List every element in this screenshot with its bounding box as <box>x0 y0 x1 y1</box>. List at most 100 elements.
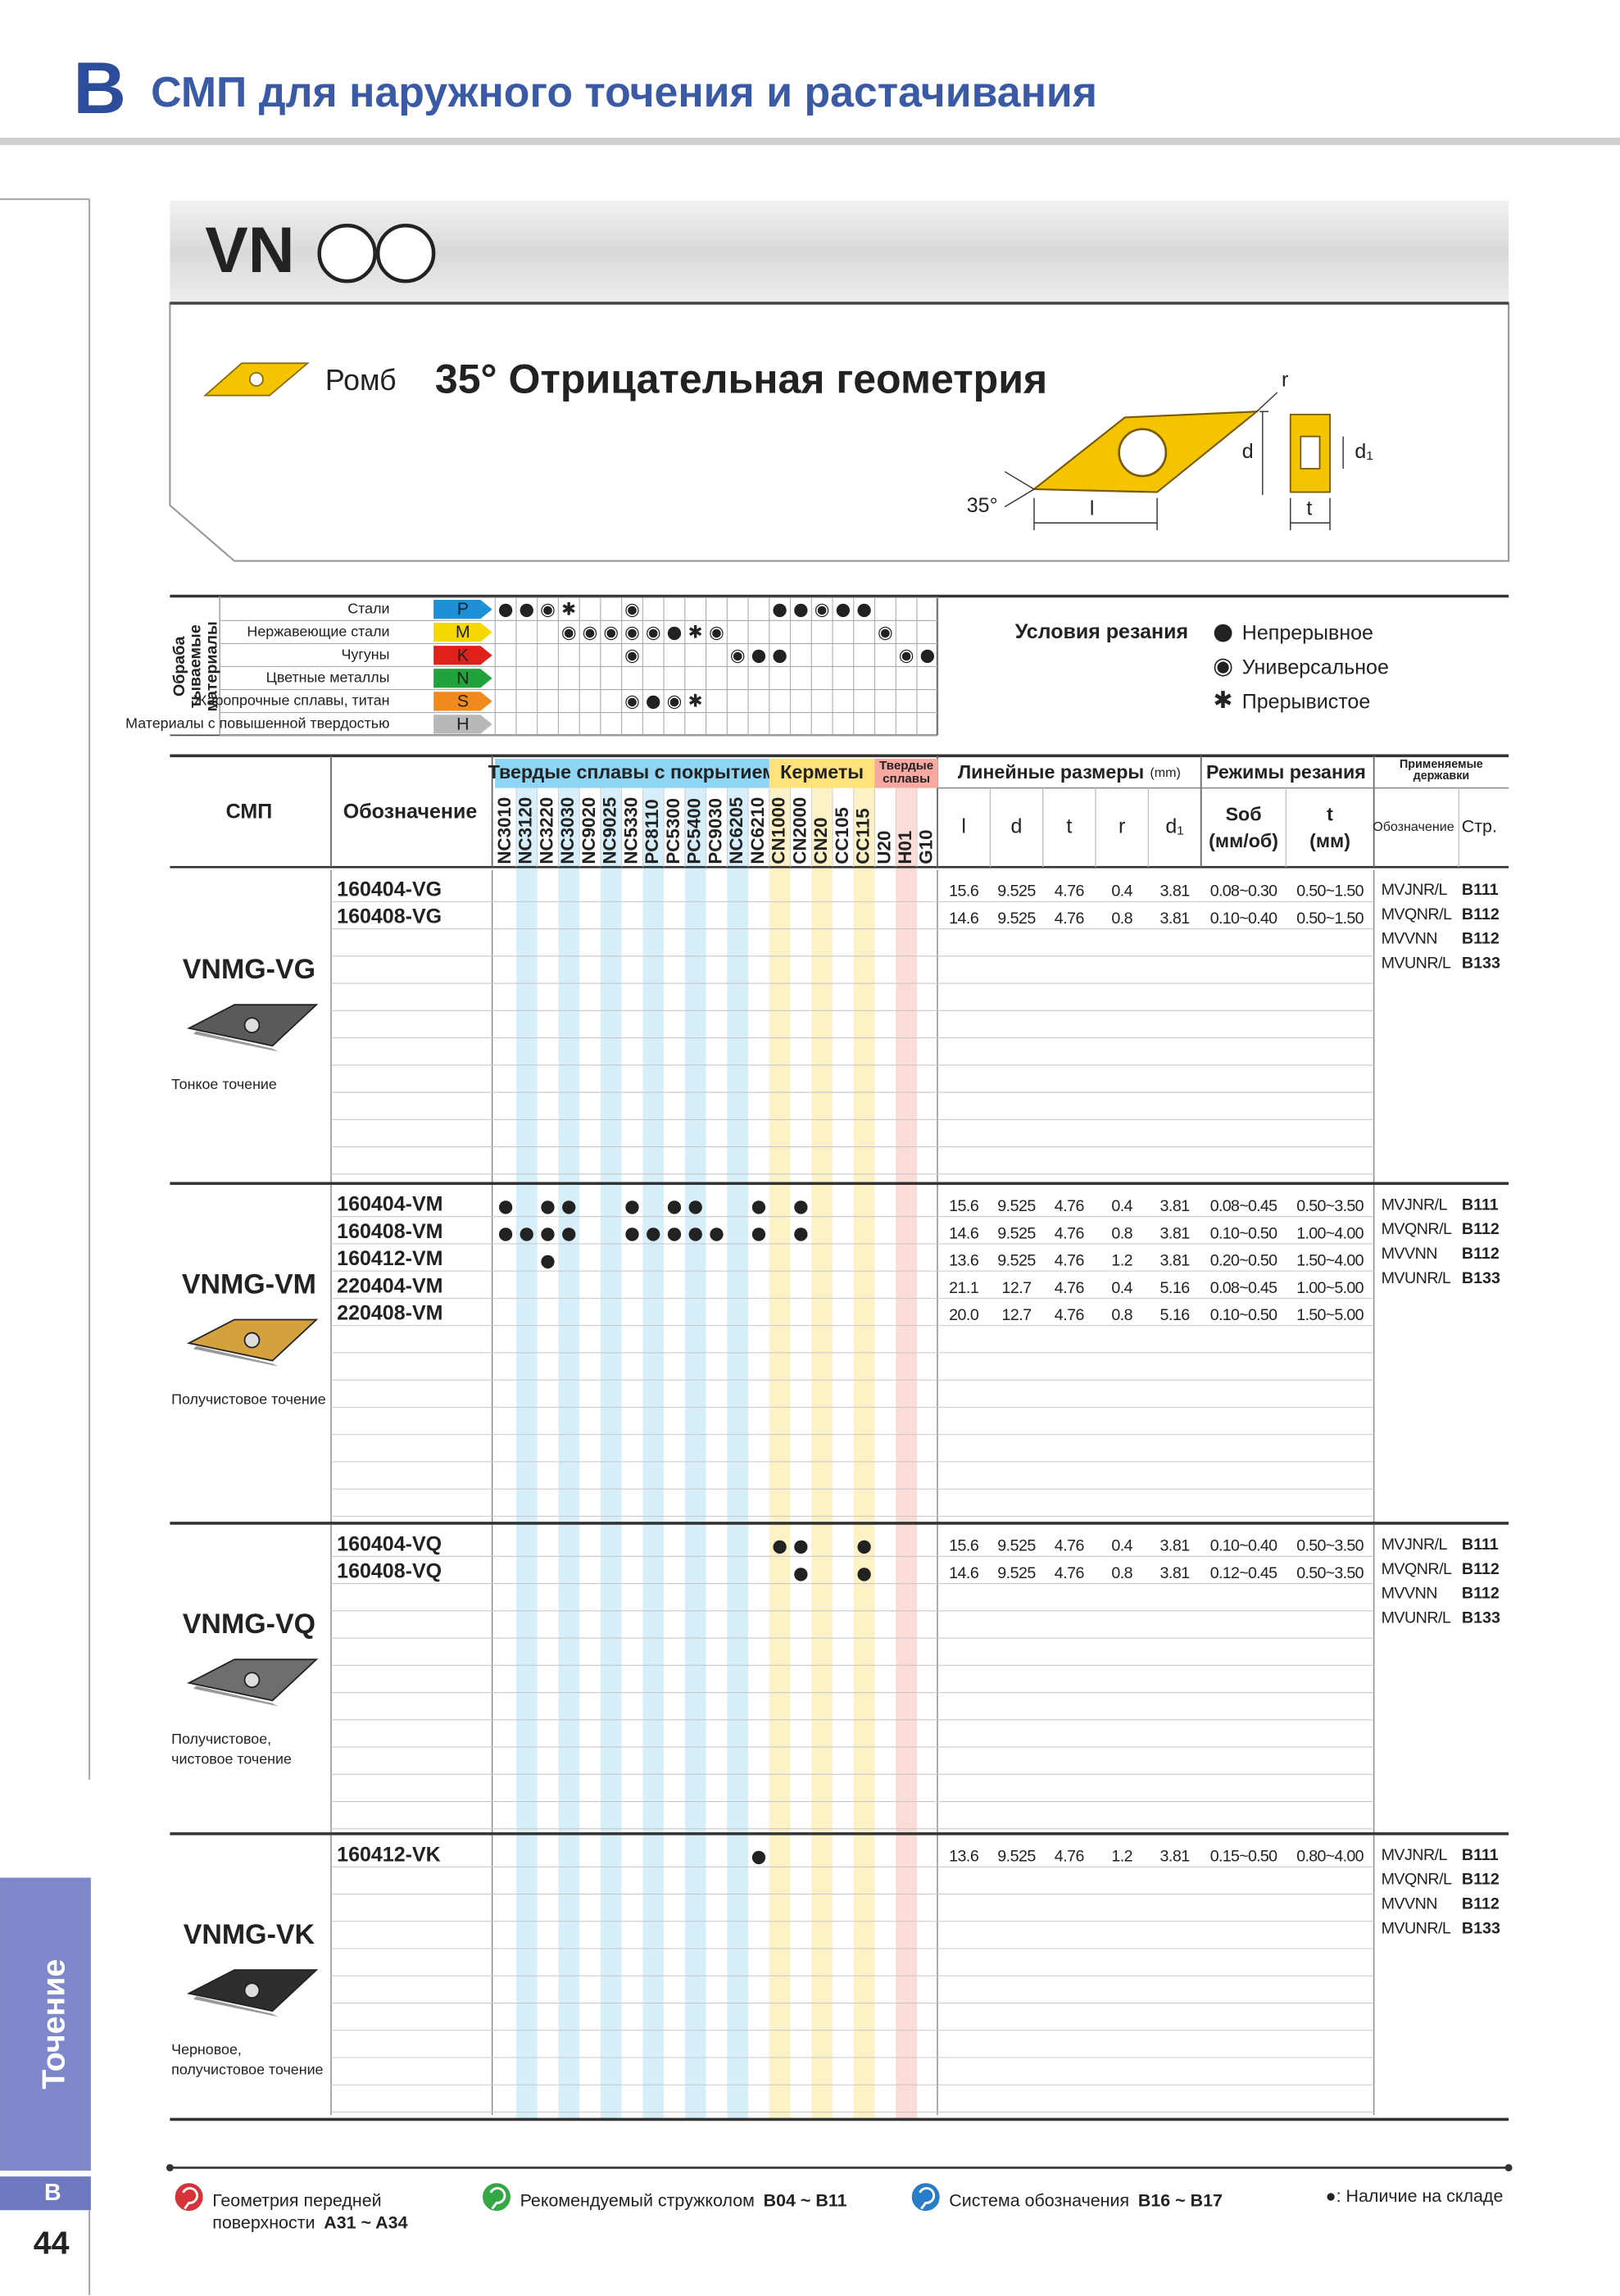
feed: 0.12~0.45 <box>1210 1564 1277 1582</box>
depth: 0.50~1.50 <box>1296 910 1364 928</box>
dimension: 4.76 <box>1055 1564 1085 1582</box>
holder-page: B112 <box>1462 1585 1500 1603</box>
column-stripe <box>515 787 538 2120</box>
insert-side-hole <box>1300 435 1321 470</box>
holder-page: B112 <box>1462 1560 1500 1578</box>
application-mark: ◉ <box>899 646 914 666</box>
holder-name: MVUNR/L <box>1382 1919 1451 1937</box>
holder-name: MVUNR/L <box>1382 955 1451 973</box>
designation: 160408-VM <box>337 1220 442 1243</box>
application-mark: ◉ <box>603 623 619 643</box>
holder-name: MVJNR/L <box>1382 1196 1448 1214</box>
material-code: K <box>457 645 470 665</box>
stock-mark: ● <box>498 1223 514 1244</box>
cutting-title: Условия резания <box>1015 620 1188 643</box>
dimension: 12.7 <box>1001 1306 1031 1324</box>
stock-mark: ● <box>793 1563 809 1584</box>
application-mark: ● <box>919 646 935 666</box>
holder-name: MVQNR/L <box>1382 1220 1452 1238</box>
material-name: Чугуны <box>342 646 390 662</box>
stock-mark: ● <box>624 1196 640 1217</box>
designation: 160412-VK <box>337 1843 441 1866</box>
application-mark: ◉ <box>624 646 640 666</box>
designation: 160412-VM <box>337 1247 442 1270</box>
footer-icon <box>481 2181 512 2212</box>
application-mark: ● <box>519 599 534 619</box>
holder-page: B133 <box>1462 1919 1500 1937</box>
dimension: 9.525 <box>997 1224 1036 1242</box>
dimension: 9.525 <box>997 1537 1036 1555</box>
dims-title-text: Линейные размеры <box>958 761 1144 783</box>
dims-col: d₁ <box>1165 815 1183 838</box>
grade-name: NC3120 <box>515 797 536 864</box>
side-tab <box>0 1877 91 2171</box>
designation: 160408-VG <box>337 905 442 928</box>
application-mark: ◉ <box>709 623 724 643</box>
footer-link-label: Система обозначения <box>949 2190 1129 2210</box>
footer-icon <box>173 2181 205 2212</box>
dimension: 4.76 <box>1055 910 1085 928</box>
holder-page: B111 <box>1462 1846 1499 1864</box>
dimension: 21.1 <box>949 1279 978 1297</box>
stock-mark: ● <box>624 1223 640 1244</box>
cutting-label: Прерывистое <box>1242 691 1370 714</box>
dimension: 14.6 <box>949 910 979 928</box>
material-code: M <box>456 622 470 642</box>
group-header <box>495 758 769 788</box>
column-stripe <box>600 787 622 2120</box>
grade-name: NC6205 <box>726 797 746 864</box>
code-placeholder <box>375 224 436 284</box>
stock-mark: ● <box>772 1536 787 1557</box>
insert-caption: Тонкое точение <box>171 1076 277 1092</box>
material-code: H <box>456 714 469 733</box>
footer-link: поверхности A31 ~ A34 <box>212 2212 407 2232</box>
cond-col: (мм/об) <box>1209 830 1278 851</box>
dim-label: d <box>1242 440 1254 463</box>
stock-mark: ● <box>751 1196 767 1217</box>
designation: 160404-VG <box>337 878 442 901</box>
side-letter-box <box>0 2176 91 2211</box>
dimension: 9.525 <box>997 1564 1036 1582</box>
designation: 160408-VQ <box>337 1560 442 1583</box>
dimension: 13.6 <box>949 1252 979 1270</box>
materials-title: Обраба <box>170 636 188 697</box>
grade-name: NC3010 <box>494 797 515 864</box>
feed: 0.15~0.50 <box>1210 1848 1277 1866</box>
dimension: 3.81 <box>1160 1537 1190 1555</box>
holder-page: B112 <box>1462 905 1500 923</box>
designation: 160404-VM <box>337 1193 442 1216</box>
dimension: 3.81 <box>1160 1564 1190 1582</box>
grade-name: CC105 <box>832 807 852 864</box>
insert-name: VNMG-VQ <box>183 1609 315 1640</box>
holder-name: MVQNR/L <box>1382 905 1452 923</box>
column-stripe <box>642 787 665 2120</box>
holder-name: MVQNR/L <box>1382 1560 1452 1578</box>
application-mark: ◉ <box>878 623 893 643</box>
dimension: 15.6 <box>949 1197 979 1215</box>
application-mark: ● <box>856 599 872 619</box>
stock-mark: ● <box>751 1223 767 1244</box>
cond-col: t <box>1327 804 1333 825</box>
application-mark: ● <box>772 599 787 619</box>
dimension: 0.8 <box>1111 1306 1132 1324</box>
side-letter: B <box>44 2180 61 2206</box>
holder-name: MVVNN <box>1382 930 1437 948</box>
section-letter: B <box>73 47 126 129</box>
stock-mark: ● <box>687 1223 703 1244</box>
material-code-box <box>433 669 492 688</box>
column-stripe <box>896 787 917 2120</box>
holder-name: MVVNN <box>1382 1895 1437 1913</box>
footer-icon-arrow <box>182 2187 198 2210</box>
feed: 0.20~0.50 <box>1210 1252 1277 1270</box>
footer-link: Рекомендуемый стружколом B04 ~ B11 <box>520 2190 847 2210</box>
holder-page: B111 <box>1462 1536 1499 1554</box>
stock-mark: ● <box>687 1196 703 1217</box>
holder-name: MVVNN <box>1382 1585 1437 1603</box>
holder-page: B133 <box>1462 1269 1500 1287</box>
cond-title: Режимы резания <box>1206 761 1366 783</box>
material-name: Материалы с повышенной твердостью <box>125 715 389 732</box>
insert-name: VNMG-VM <box>182 1268 316 1300</box>
stock-mark: ● <box>793 1223 809 1244</box>
insert-image-hole <box>243 1332 261 1349</box>
application-mark: ● <box>751 646 767 666</box>
